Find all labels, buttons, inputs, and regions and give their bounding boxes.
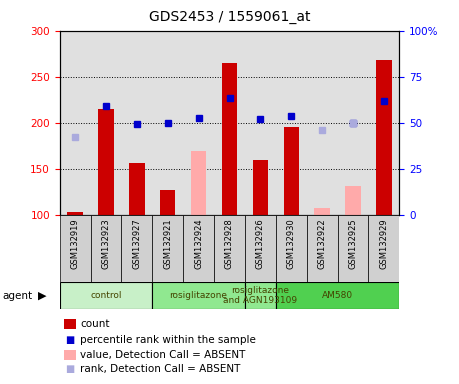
Text: percentile rank within the sample: percentile rank within the sample [80,335,256,345]
Text: GSM132930: GSM132930 [287,218,296,269]
Text: AM580: AM580 [322,291,353,300]
Bar [90,215,122,282]
Text: GSM132929: GSM132929 [380,218,388,269]
Bar [67,212,83,215]
Bar [345,185,361,215]
Text: GSM132923: GSM132923 [101,218,111,269]
Text: GDS2453 / 1559061_at: GDS2453 / 1559061_at [149,10,310,23]
Bar [314,208,330,215]
Text: rank, Detection Call = ABSENT: rank, Detection Call = ABSENT [80,364,241,374]
Text: GSM132926: GSM132926 [256,218,265,269]
Bar [369,215,399,282]
Text: rosiglitazone
and AGN193109: rosiglitazone and AGN193109 [224,286,297,305]
Bar [284,127,299,215]
Text: ▶: ▶ [38,291,47,301]
Text: GSM132927: GSM132927 [132,218,141,269]
Bar [60,215,90,282]
Bar [129,162,145,215]
Text: GSM132921: GSM132921 [163,218,172,269]
Text: agent: agent [2,291,33,301]
Text: GSM132922: GSM132922 [318,218,327,269]
Bar [337,215,369,282]
Bar [252,160,268,215]
Bar [307,215,337,282]
Bar [98,109,114,215]
Text: GSM132919: GSM132919 [71,218,79,269]
Bar [152,215,183,282]
Bar [276,215,307,282]
Text: count: count [80,319,110,329]
Bar [183,215,214,282]
Bar [60,282,152,309]
Bar [276,282,399,309]
Bar [245,215,276,282]
Bar [245,282,276,309]
Text: rosiglitazone: rosiglitazone [170,291,228,300]
Text: ■: ■ [65,335,74,345]
Text: GSM132928: GSM132928 [225,218,234,269]
Bar [214,215,245,282]
Bar [191,151,207,215]
Text: value, Detection Call = ABSENT: value, Detection Call = ABSENT [80,350,246,360]
Text: GSM132924: GSM132924 [194,218,203,269]
Bar [222,63,237,215]
Bar [152,282,245,309]
Text: control: control [90,291,122,300]
Text: GSM132925: GSM132925 [348,218,358,269]
Bar [376,60,392,215]
Text: ■: ■ [65,364,74,374]
Bar [122,215,152,282]
Bar [160,190,175,215]
